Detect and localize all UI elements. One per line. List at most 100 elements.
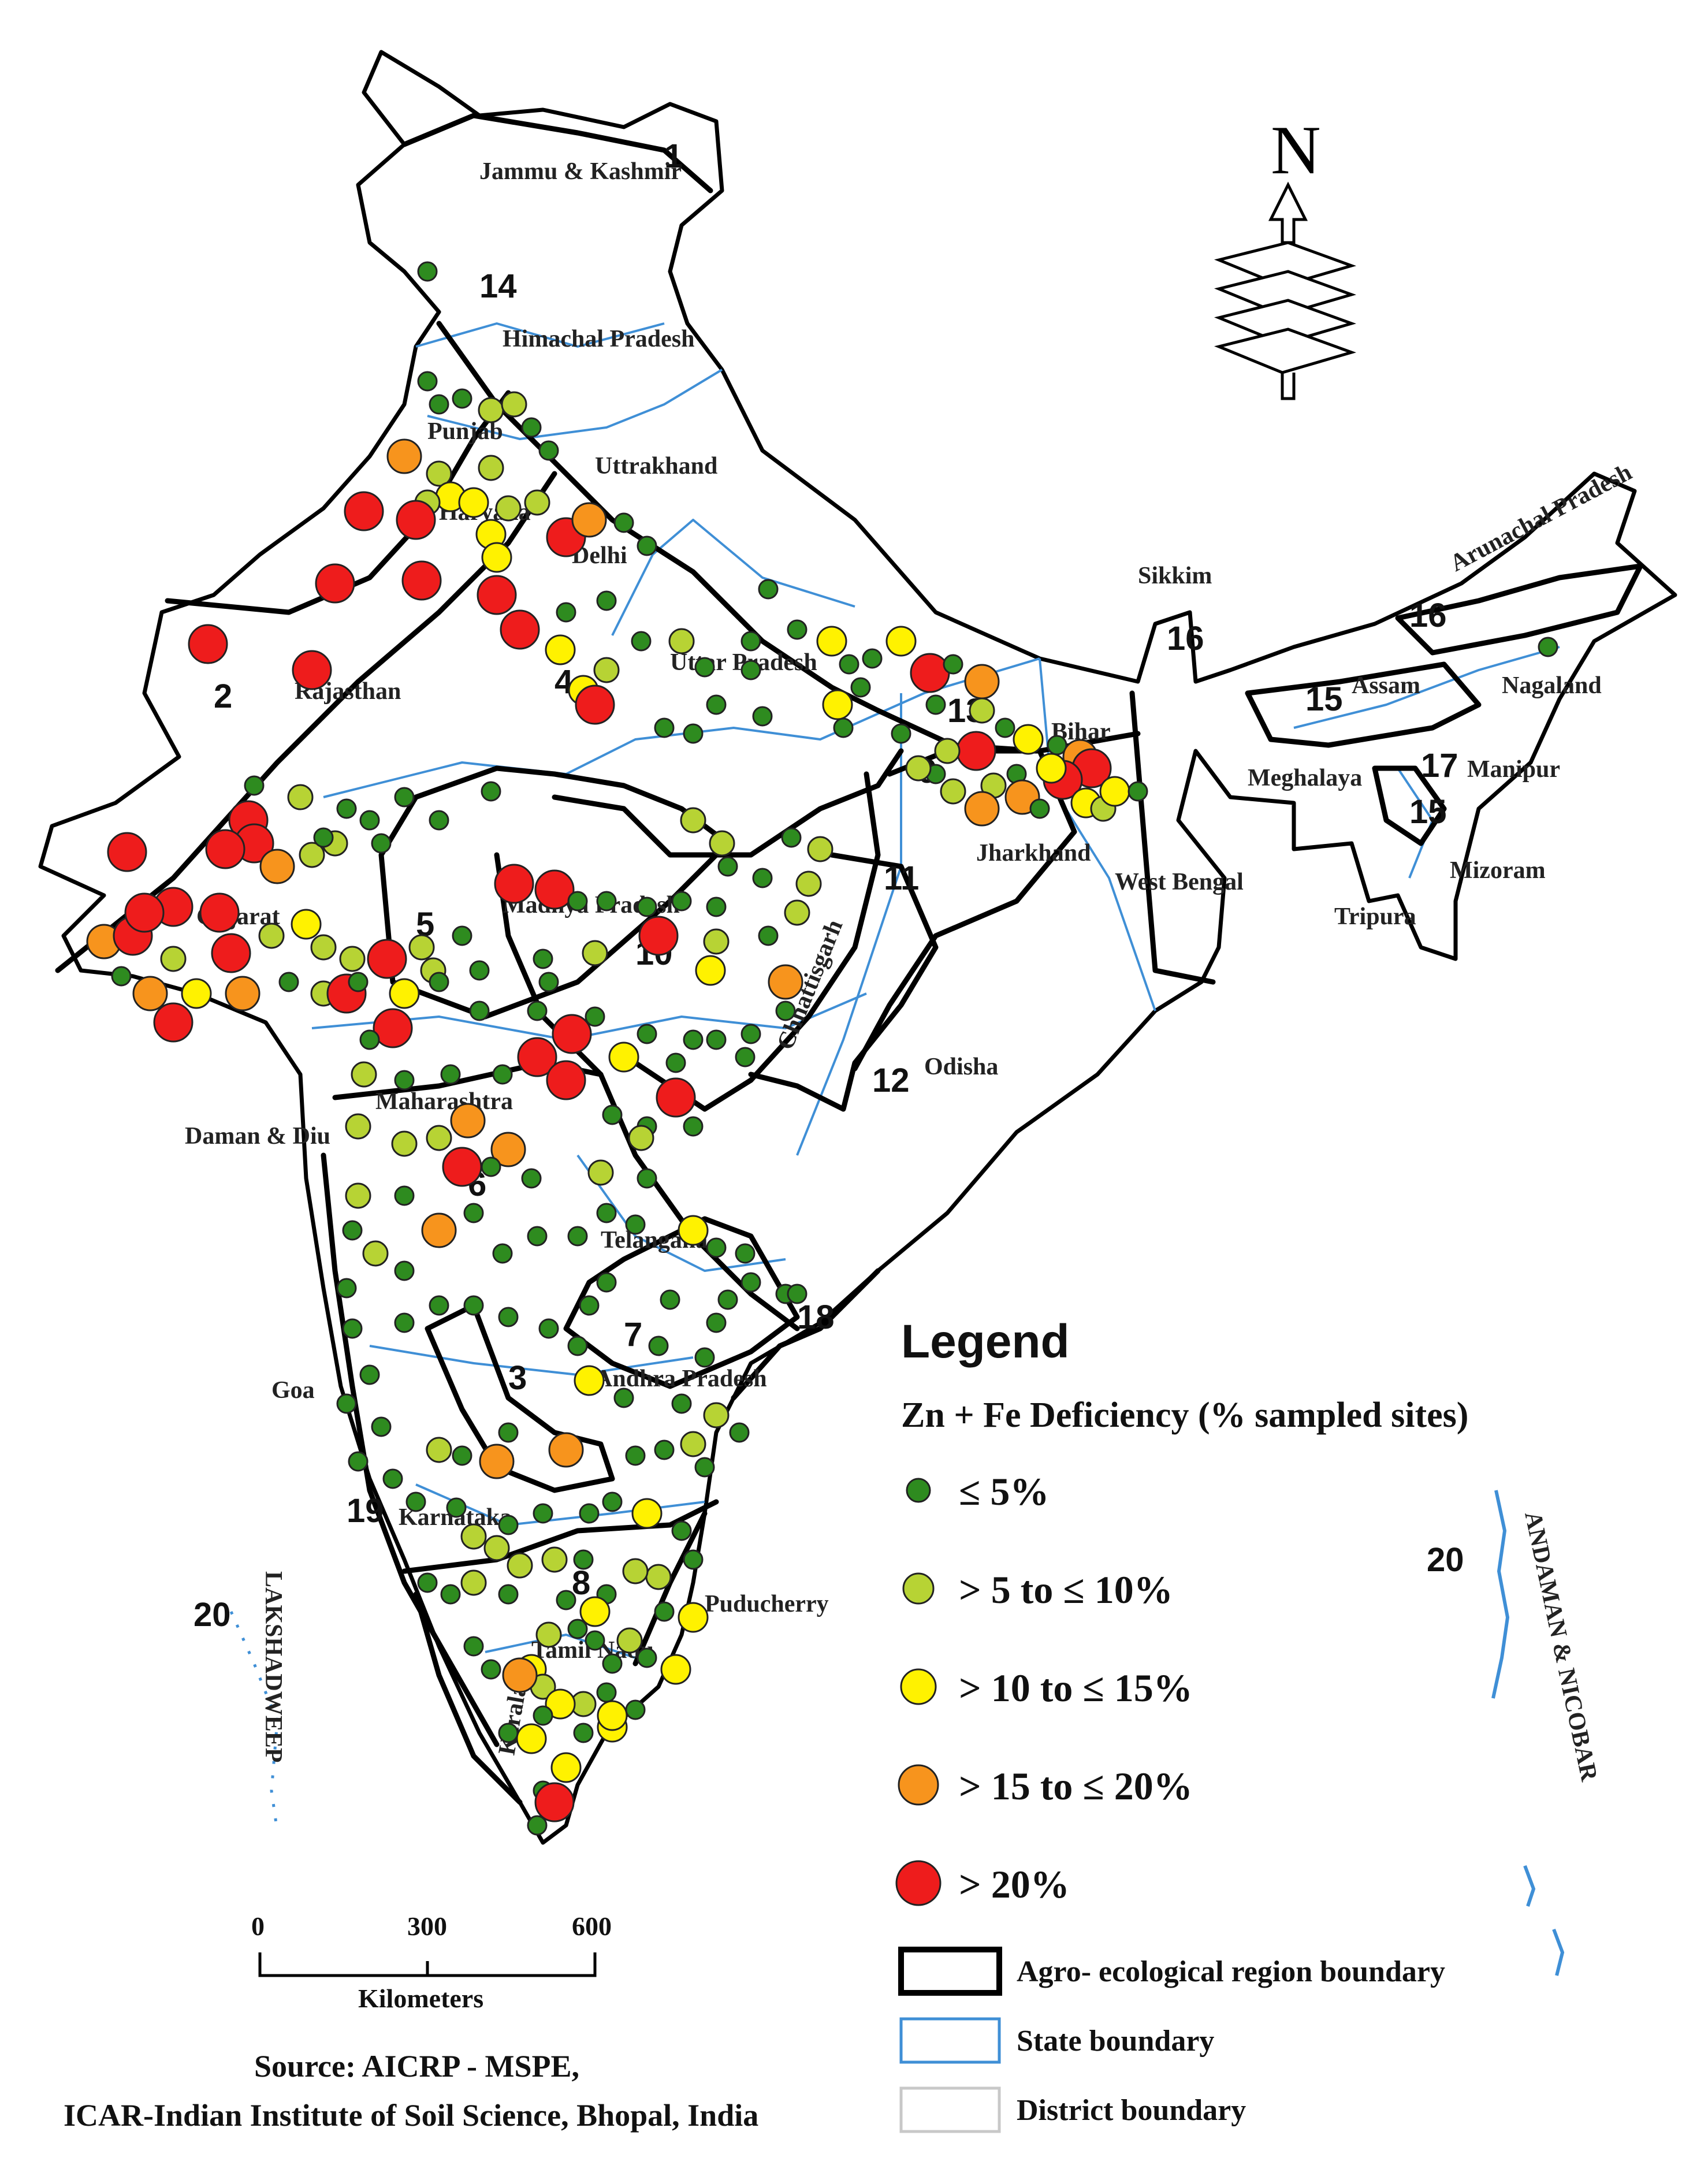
legend-label-class-4: > 15 to ≤ 20% [959, 1764, 1193, 1808]
legend-label-class-1: ≤ 5% [959, 1470, 1049, 1513]
sample-site-marker [552, 1014, 592, 1054]
state-label-sikkim: Sikkim [1138, 563, 1212, 589]
sample-site-marker [787, 1284, 808, 1304]
sample-site-marker [995, 717, 1015, 738]
sample-site-marker [359, 1364, 380, 1385]
sample-site-marker [567, 1226, 588, 1247]
sample-site-marker [943, 654, 963, 675]
sample-site-marker [490, 1132, 526, 1167]
scale-unit: Kilometers [358, 1984, 483, 2013]
north-arrow: N [1214, 111, 1357, 400]
sample-site-marker [469, 960, 490, 981]
sample-site-marker [940, 778, 966, 805]
sample-site-marker [602, 1653, 623, 1674]
sample-site-marker [426, 460, 452, 487]
state-label-maharashtra: Maharashtra [375, 1088, 513, 1115]
sample-site-marker [671, 1393, 692, 1414]
sample-site-marker [348, 1451, 369, 1472]
sample-site-marker [969, 697, 995, 724]
legend-title: Legend [901, 1315, 1070, 1368]
sample-site-marker [556, 602, 576, 623]
sample-site-marker [683, 723, 704, 744]
sample-site-marker [625, 1214, 646, 1235]
sample-site-marker [336, 1393, 357, 1414]
sample-site-marker [442, 1147, 482, 1187]
sample-site-marker [342, 1318, 363, 1339]
sample-site-marker [703, 928, 730, 955]
sample-site-marker [964, 664, 1000, 700]
scale-bar-line [258, 1952, 597, 1977]
sample-site-marker [382, 1468, 403, 1489]
sample-site-marker [556, 1590, 576, 1610]
sample-site-marker [507, 1552, 533, 1579]
legend-symbol-aer-boundary [898, 1947, 1002, 1996]
sample-site-marker [527, 1000, 548, 1021]
region-number-17: 17 [1421, 747, 1458, 784]
sample-site-marker [373, 1008, 413, 1048]
sample-site-marker [546, 1060, 586, 1100]
sample-site-marker [680, 1431, 706, 1457]
state-label-mizoram: Mizoram [1450, 857, 1546, 884]
sample-site-marker [891, 723, 911, 744]
sample-site-marker [408, 934, 435, 961]
sample-site-marker [706, 1029, 727, 1050]
sample-site-marker [394, 1260, 415, 1281]
legend-symbol-class-3 [900, 1668, 937, 1705]
sample-site-marker [181, 978, 212, 1009]
sample-site-marker [211, 933, 251, 973]
sample-site-marker [426, 1437, 452, 1463]
island-label-andaman: ANDAMAN & NICOBAR [1519, 1509, 1602, 1784]
sample-site-marker [839, 654, 859, 675]
sample-site-marker [259, 849, 295, 884]
sample-site-marker [299, 842, 325, 868]
region-number-1: 1 [664, 137, 683, 175]
sample-site-marker [132, 976, 168, 1011]
sample-site-marker [545, 634, 576, 665]
legend-symbol-class-4 [898, 1764, 939, 1806]
sample-site-marker [613, 1387, 634, 1408]
sample-site-marker [740, 1024, 761, 1044]
region-number-18: 18 [797, 1299, 835, 1336]
sample-site-marker [735, 1047, 756, 1067]
region-number-labels: 1 2 3 4 5 6 7 8 9 10 11 12 13 14 15 16 1… [194, 137, 1464, 1634]
sample-site-marker [498, 1307, 519, 1327]
north-letter: N [1271, 111, 1321, 188]
sample-site-marker [244, 775, 265, 796]
sample-site-marker [521, 417, 542, 438]
sample-site-marker [717, 1289, 738, 1310]
sample-site-marker [429, 394, 449, 415]
sample-site-marker [495, 495, 522, 522]
sample-site-marker [417, 371, 438, 392]
state-label-andhra-pradesh: Andhra Pradesh [595, 1366, 767, 1392]
sample-site-marker [339, 946, 366, 972]
sample-site-marker [654, 1601, 675, 1622]
sample-site-marker [417, 1572, 438, 1593]
sample-site-marker [278, 972, 299, 992]
sample-site-marker [188, 624, 228, 664]
sample-site-marker [315, 563, 355, 604]
sample-site-marker [446, 1497, 467, 1518]
sample-site-marker [389, 978, 420, 1009]
sample-site-marker [291, 909, 322, 940]
sample-site-marker [336, 1278, 357, 1299]
sample-site-marker [683, 1116, 704, 1137]
sample-site-marker [429, 972, 449, 992]
sample-site-marker [735, 1243, 756, 1264]
sample-site-marker [678, 1215, 709, 1246]
sample-site-marker [597, 1700, 628, 1731]
sample-site-marker [440, 1584, 461, 1605]
region-number-2: 2 [214, 678, 232, 715]
sample-site-marker [371, 833, 392, 854]
sample-site-marker [394, 1312, 415, 1333]
sample-site-marker [1127, 781, 1148, 802]
sample-site-marker [396, 500, 436, 540]
sample-site-marker [781, 827, 802, 848]
sample-site-marker [740, 631, 761, 652]
sample-site-marker [367, 939, 407, 979]
sample-site-marker [1013, 724, 1044, 755]
legend-label-aer-boundary: Agro- ecological region boundary [1017, 1955, 1445, 1988]
sample-site-marker [593, 657, 620, 683]
region-number-15-mizoram: 15 [1409, 793, 1447, 831]
sample-site-marker [775, 1000, 796, 1021]
